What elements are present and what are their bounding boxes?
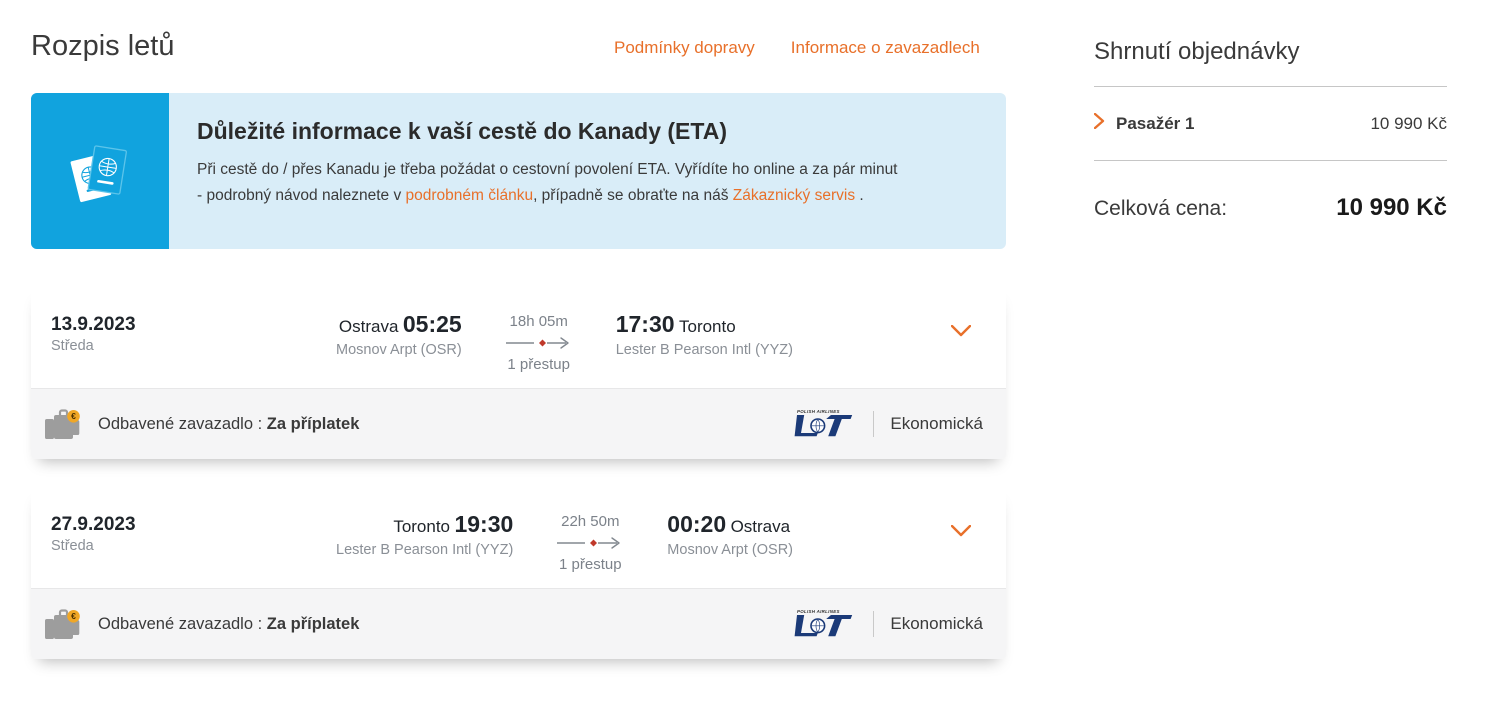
svg-text:POLISH AIRLINES: POLISH AIRLINES — [797, 609, 840, 614]
svg-text:€: € — [71, 411, 76, 421]
svg-text:POLISH AIRLINES: POLISH AIRLINES — [797, 409, 840, 414]
svg-text:€: € — [71, 611, 76, 621]
